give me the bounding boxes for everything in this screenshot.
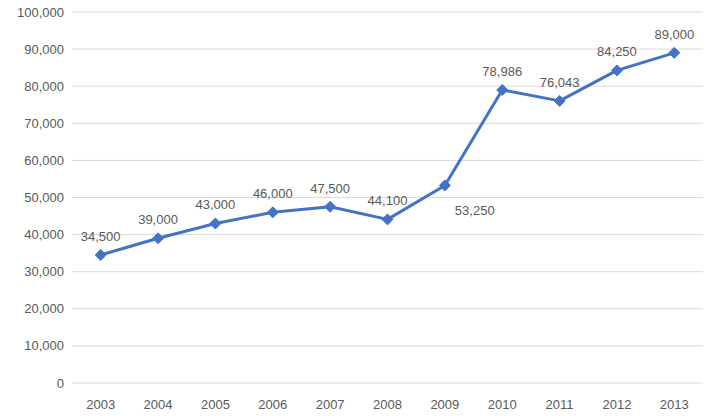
x-tick-label: 2004 (144, 397, 173, 412)
x-tick-label: 2009 (430, 397, 459, 412)
y-tick-label: 20,000 (24, 301, 64, 316)
series-group (95, 47, 680, 260)
y-tick-label: 60,000 (24, 153, 64, 168)
x-tick-label: 2013 (660, 397, 689, 412)
data-point (497, 84, 508, 95)
line-chart: 0 10,000 20,000 30,000 40,000 50,000 60,000 70,… (0, 0, 709, 416)
data-point (439, 180, 450, 191)
series-line (101, 53, 675, 255)
data-point (267, 207, 278, 218)
grid-line (72, 345, 703, 346)
data-label: 89,000 (654, 27, 694, 42)
y-tick-label: 90,000 (24, 42, 64, 57)
x-tick-label: 2010 (488, 397, 517, 412)
y-tick-label: 100,000 (17, 5, 64, 20)
x-tick-label: 2003 (86, 397, 115, 412)
data-point (325, 201, 336, 212)
data-label: 84,250 (597, 44, 637, 59)
data-point (669, 47, 680, 58)
data-label: 34,500 (81, 229, 121, 244)
data-label: 76,043 (540, 75, 580, 90)
y-tick-label: 40,000 (24, 227, 64, 242)
y-tick-label: 70,000 (24, 116, 64, 131)
data-point (611, 65, 622, 76)
grid-line (72, 160, 703, 161)
data-label: 46,000 (253, 186, 293, 201)
x-tick-label: 2012 (602, 397, 631, 412)
y-tick-label: 0 (57, 376, 64, 391)
grid-line (72, 383, 703, 384)
y-tick-label: 80,000 (24, 79, 64, 94)
x-tick-label: 2011 (546, 397, 574, 412)
data-label: 78,986 (482, 64, 522, 79)
data-label: 44,100 (368, 193, 408, 208)
y-tick-label: 10,000 (24, 338, 64, 353)
data-label: 43,000 (196, 197, 236, 212)
grid-line (72, 12, 703, 13)
x-tick-label: 2008 (373, 397, 402, 412)
x-tick-label: 2005 (201, 397, 230, 412)
x-tick-label: 2007 (316, 397, 345, 412)
grid-line (72, 308, 703, 309)
y-tick-label: 30,000 (24, 264, 64, 279)
x-tick-label: 2006 (258, 397, 287, 412)
data-point (554, 95, 565, 106)
data-point (95, 250, 106, 261)
data-point (382, 214, 393, 225)
data-label: 47,500 (310, 181, 350, 196)
data-point (153, 233, 164, 244)
data-label: 39,000 (138, 212, 178, 227)
chart-container: 0 10,000 20,000 30,000 40,000 50,000 60,000 70,… (0, 0, 709, 416)
data-label: 53,250 (455, 203, 495, 218)
y-tick-label: 50,000 (24, 190, 64, 205)
grid-line (72, 271, 703, 272)
grid-line (72, 123, 703, 124)
grid-line (72, 86, 703, 87)
data-point (210, 218, 221, 229)
